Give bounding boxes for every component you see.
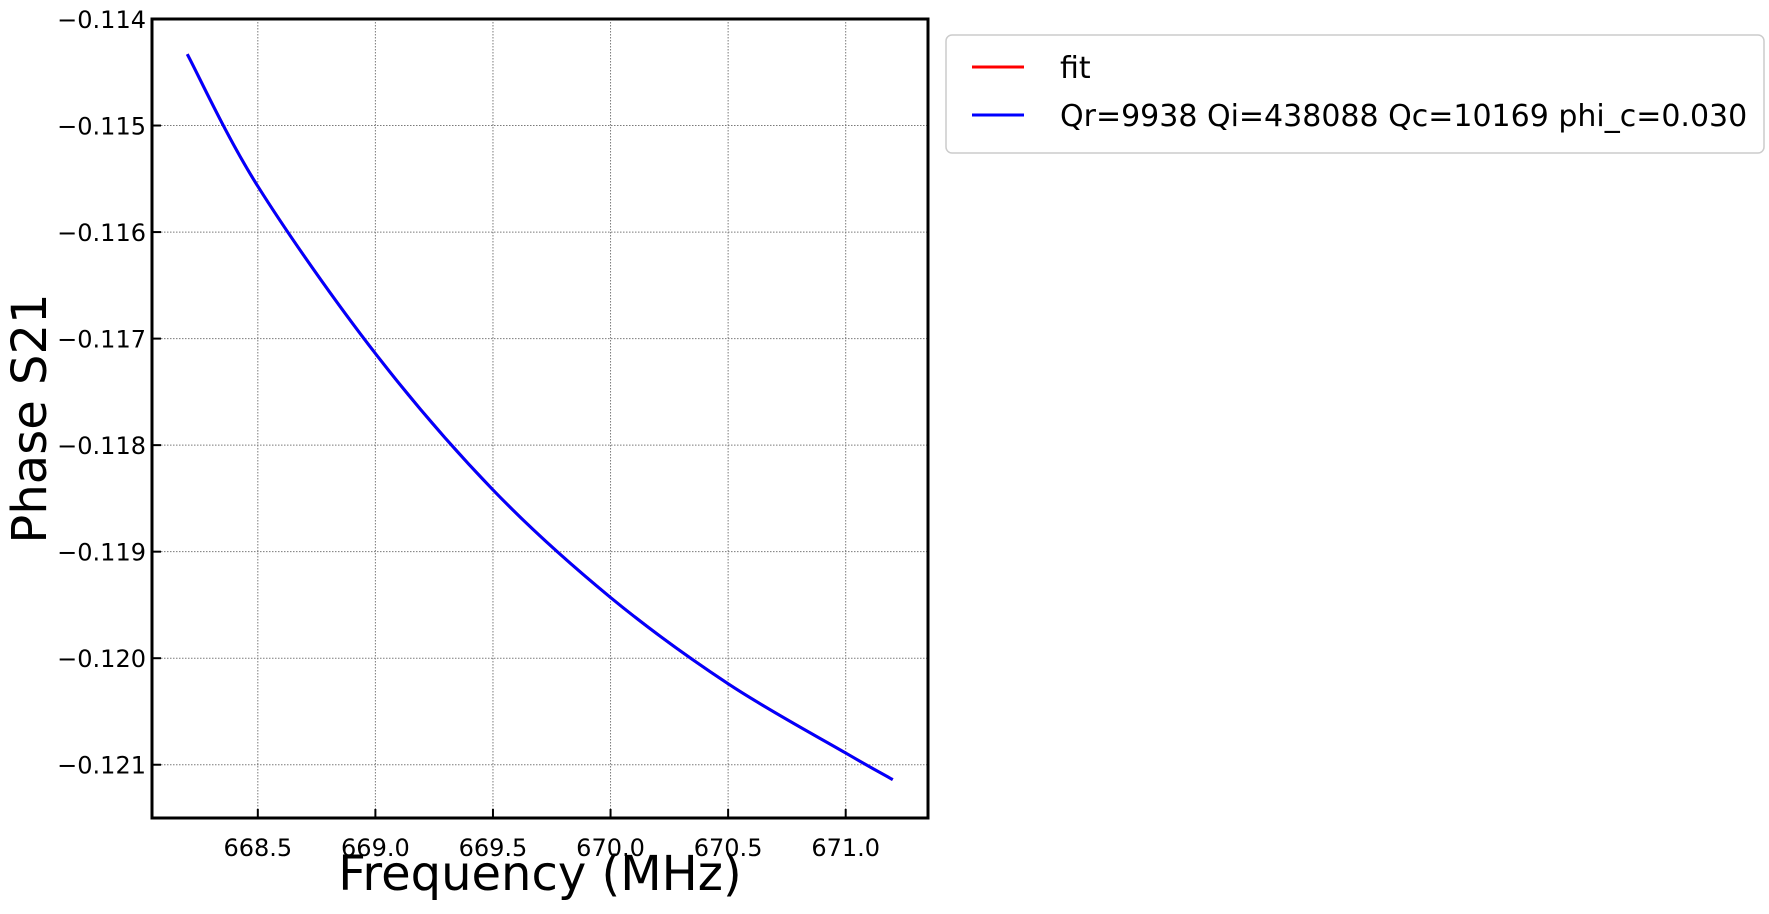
x-tick-label: 670.0 (576, 834, 645, 862)
axis-ticks (152, 18, 847, 818)
x-axis-title: Frequency (MHz) (338, 846, 741, 902)
y-tick-label: −0.119 (57, 539, 146, 567)
series-lines (185, 53, 894, 781)
x-tick-label: 669.5 (459, 834, 528, 862)
grid-lines (152, 18, 928, 818)
legend-label: fit (1060, 51, 1091, 86)
y-tick-label: −0.117 (57, 326, 146, 354)
y-tick-label: −0.114 (57, 6, 146, 34)
x-tick-label: 669.0 (341, 834, 410, 862)
x-tick-label: 670.5 (694, 834, 763, 862)
y-tick-label: −0.118 (57, 432, 146, 460)
legend: fit Qr=9938 Qi=438088 Qc=10169 phi_c=0.03… (945, 34, 1765, 154)
tick-labels: 668.5 669.0 669.5 670.0 670.5 671.0 −0.114 −0.1… (57, 6, 880, 862)
x-tick-label: 668.5 (223, 834, 292, 862)
legend-box (945, 34, 1765, 154)
x-tick-label: 671.0 (811, 834, 880, 862)
y-axis-title: Phase S21 (2, 293, 58, 543)
legend-item: fit (972, 51, 1091, 86)
y-tick-label: −0.116 (57, 219, 146, 247)
series-data-line (185, 53, 894, 781)
plot-frame (150, 17, 930, 820)
legend-label: Qr=9938 Qi=438088 Qc=10169 phi_c=0.030 (1060, 99, 1747, 134)
series-fit-line (185, 53, 894, 781)
y-tick-label: −0.120 (57, 645, 146, 673)
y-tick-label: −0.115 (57, 113, 146, 141)
y-tick-label: −0.121 (57, 752, 146, 780)
legend-item: Qr=9938 Qi=438088 Qc=10169 phi_c=0.030 (972, 99, 1747, 134)
